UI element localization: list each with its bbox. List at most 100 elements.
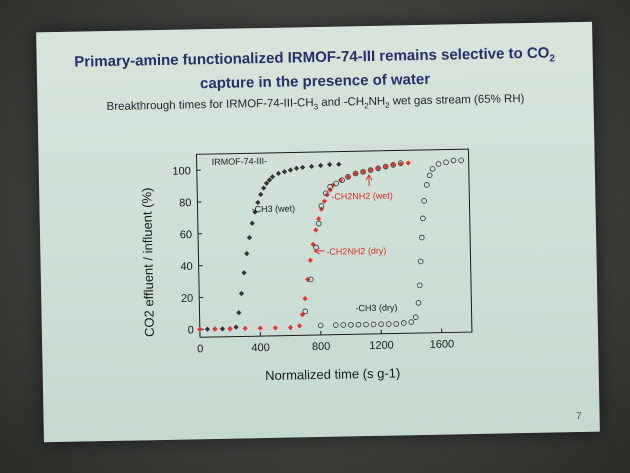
series-1-point [318, 162, 324, 169]
plot-area: 0 400 800 1200 1600 0 20 40 60 80 100 [172, 148, 473, 355]
x-tick-label: 1200 [369, 340, 394, 352]
annotation-ch2nh2-wet: -CH2NH2 (wet) [331, 191, 393, 202]
series-4-point [393, 321, 400, 327]
series-1-point [336, 161, 342, 167]
x-tick-label: 0 [197, 343, 203, 355]
arrow-ch2nh2-wet [365, 174, 373, 187]
series-2-point [313, 227, 319, 233]
series-2-point [367, 167, 374, 173]
series-1-point [281, 169, 288, 175]
annotation-ch3-dry: -CH3 (dry) [355, 302, 397, 313]
series-3-point [318, 203, 325, 209]
y-tick-label: 40 [180, 261, 192, 273]
series-2-point [337, 177, 344, 183]
series-1-point [238, 290, 245, 297]
series-2-point [352, 170, 359, 177]
series-2-point [257, 325, 263, 331]
series-3-point [315, 220, 322, 227]
series-2-point [227, 326, 233, 332]
breakthrough-chart: 0 400 800 1200 1600 0 20 40 60 80 100 Normalized t… [139, 148, 473, 383]
page-number: 7 [575, 410, 582, 423]
series-1-point [293, 165, 300, 171]
series-4-point [400, 320, 407, 326]
series-4-point [340, 322, 347, 328]
series-3-point [302, 308, 309, 315]
series-4-point [378, 321, 384, 328]
series-1-point [252, 209, 258, 215]
series-2-point [310, 241, 316, 247]
y-tick-label: 80 [179, 197, 191, 209]
series-4-point [348, 321, 354, 328]
series-2-point [375, 165, 381, 171]
series-1-point [308, 163, 315, 170]
series-2-point [345, 174, 351, 180]
series-1-point [299, 164, 306, 171]
series-3-point [397, 160, 404, 166]
series-3-point [367, 167, 374, 173]
series-1-point [275, 170, 282, 177]
arrow-ch2nh2-dry [313, 247, 325, 255]
series-2-point [330, 182, 336, 188]
series-4-point [429, 166, 436, 172]
series-4-point [417, 258, 424, 265]
annotation-ch3-wet: -CH3 (wet) [251, 203, 295, 214]
series-2-point [242, 325, 248, 332]
series-4-point [355, 321, 362, 328]
series-1-point [219, 326, 226, 332]
series-3-point [322, 190, 329, 197]
series-2-point [321, 198, 327, 204]
series-4-point [332, 322, 339, 328]
series-4-point [443, 159, 449, 166]
series-3-point [327, 183, 333, 190]
series-4-point [370, 321, 377, 328]
series-4-point [415, 299, 422, 306]
series-1-point [287, 167, 294, 173]
y-tick-label: 100 [172, 165, 191, 177]
y-tick-label: 60 [180, 229, 192, 241]
series-2-point [272, 325, 278, 331]
series-3-point [333, 180, 339, 187]
x-tick-label: 800 [312, 341, 331, 353]
series-2-point [212, 326, 218, 332]
y-tick-label: 0 [188, 324, 194, 336]
annotation-ch2nh2-dry: -CH2NH2 (dry) [326, 246, 386, 257]
series-1-point [269, 174, 276, 180]
series-3-point [345, 174, 351, 180]
series-1-point [246, 235, 253, 241]
series-2-point [360, 169, 366, 175]
series-2-point [299, 312, 305, 318]
series-2-point [197, 326, 203, 332]
series-1-point [261, 185, 267, 191]
series-4-point [317, 322, 324, 329]
series-4-point [416, 282, 423, 289]
series-4-point [450, 157, 457, 164]
series-1-point [233, 324, 239, 330]
series-1-point [241, 270, 247, 276]
series-4-point [423, 182, 430, 188]
series-2-point [316, 216, 322, 222]
series-4-point [420, 215, 426, 222]
series-4-point [458, 157, 464, 164]
y-tick-label: 20 [181, 293, 193, 305]
series-1-point [244, 251, 250, 257]
series-3-point [390, 162, 397, 168]
series-4-point [421, 198, 427, 204]
series-3-point [375, 165, 381, 172]
series-2-point [302, 296, 308, 302]
plot-frame [195, 148, 473, 338]
series-1-point [236, 310, 242, 316]
series-4-point [435, 161, 442, 167]
projection-screen: Primary-amine functionalized IRMOF-74-II… [36, 21, 600, 443]
series-1-point [327, 161, 333, 168]
x-tick-label: 400 [251, 342, 270, 354]
x-tick-label: 1600 [430, 338, 455, 350]
series-1-point [266, 177, 273, 183]
series-4-point [385, 321, 392, 327]
series-3-point [352, 170, 359, 177]
series-3-point [307, 276, 314, 283]
series-4-point [412, 314, 419, 321]
y-axis-label: CO2 effluent / influent (%) [139, 187, 157, 337]
annotation-irmof: IRMOF-74-III- [212, 156, 268, 167]
series-1-point [263, 180, 270, 186]
series-1-point [255, 199, 261, 206]
